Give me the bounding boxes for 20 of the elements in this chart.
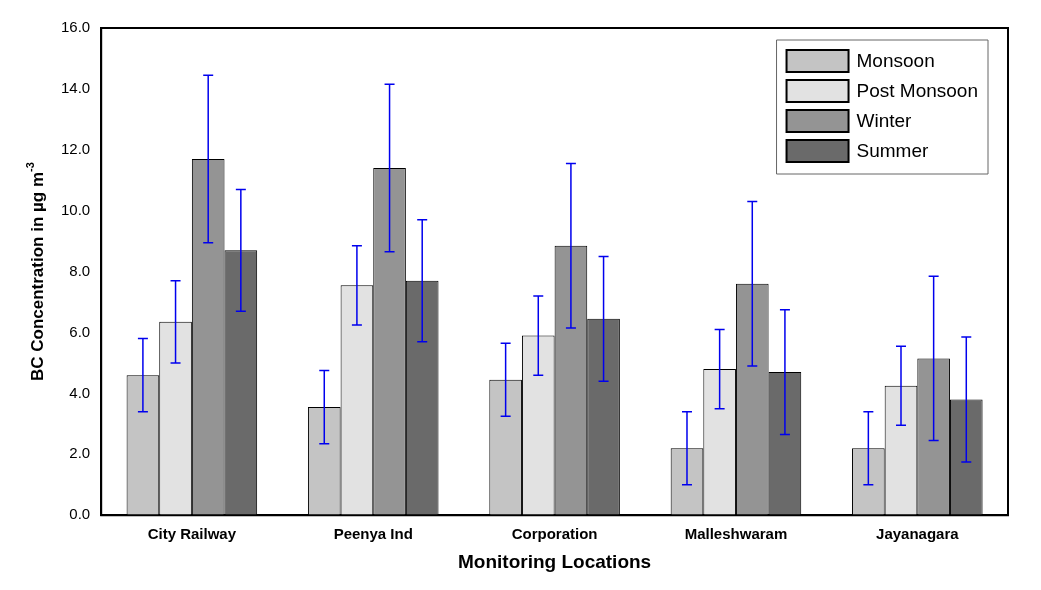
y-tick-label: 16.0 <box>60 18 91 36</box>
y-tick-label: 2.0 <box>69 444 91 462</box>
y-tick-label: 6.0 <box>69 322 91 340</box>
legend-label: Summer <box>856 140 929 162</box>
y-axis-title: BC Concentration in µg m-3 <box>24 162 47 382</box>
x-tick-label: City Railway <box>147 525 237 543</box>
x-tick-label: Jayanagara <box>876 525 960 543</box>
y-tick-label: 10.0 <box>60 200 91 218</box>
x-tick-label: Malleshwaram <box>684 525 788 543</box>
x-tick-label: Corporation <box>511 525 598 543</box>
legend-label: Winter <box>856 110 913 132</box>
y-tick-label: 12.0 <box>60 139 91 157</box>
legend-label: Post Monsoon <box>856 80 979 102</box>
x-axis-title: Monitoring Locations <box>458 550 652 572</box>
y-tick-label: 4.0 <box>69 383 91 401</box>
x-tick-label: Peenya Ind <box>333 525 413 543</box>
y-tick-label: 0.0 <box>69 505 91 523</box>
y-tick-label: 8.0 <box>69 261 91 279</box>
y-tick-label: 14.0 <box>60 79 91 97</box>
legend-label: Monsoon <box>856 50 935 72</box>
